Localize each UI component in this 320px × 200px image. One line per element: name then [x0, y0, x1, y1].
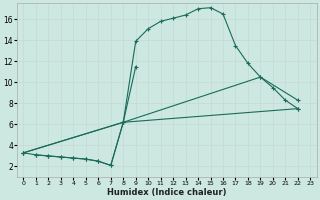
X-axis label: Humidex (Indice chaleur): Humidex (Indice chaleur)	[107, 188, 227, 197]
